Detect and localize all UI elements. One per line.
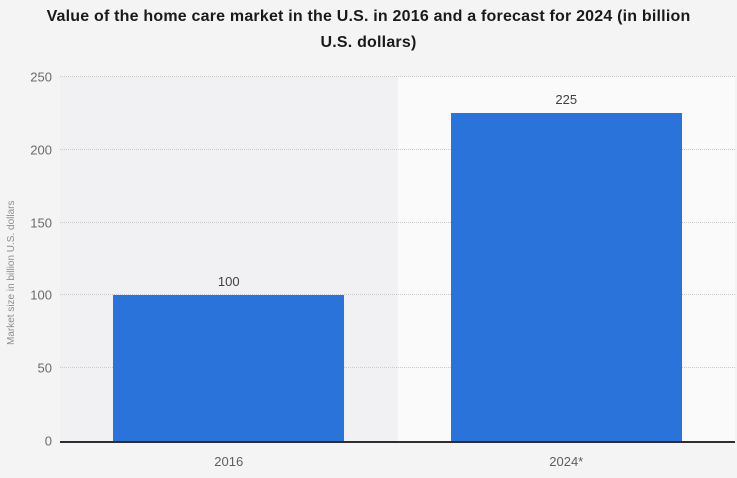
bar-value-label-2024*: 225: [555, 92, 578, 108]
y-tick-label-150: 150: [30, 215, 52, 231]
y-tick-label-0: 0: [44, 433, 52, 449]
chart-title: Value of the home care market in the U.S…: [46, 8, 691, 51]
x-tick-label-2024*: 2024*: [549, 454, 584, 469]
bar-value-label-2016: 100: [217, 274, 240, 290]
bar-2016[interactable]: [113, 295, 345, 441]
x-axis: 2016 2024*: [60, 454, 735, 474]
y-tick-label-100: 100: [30, 287, 52, 303]
gridline-200: [60, 148, 735, 150]
bar-2024*[interactable]: [450, 113, 682, 441]
gridline-150: [60, 221, 735, 223]
y-axis: 0 50 100 150 200 250: [0, 70, 52, 449]
gridline-100: [60, 294, 735, 296]
gridline-250: [60, 76, 735, 77]
y-tick-label-250: 250: [30, 69, 52, 85]
y-tick-label-200: 200: [30, 142, 52, 158]
gridline-50: [60, 367, 735, 369]
plot-area: 100 225: [60, 76, 735, 443]
x-tick-label-2016: 2016: [214, 454, 244, 469]
y-tick-label-50: 50: [37, 360, 52, 376]
